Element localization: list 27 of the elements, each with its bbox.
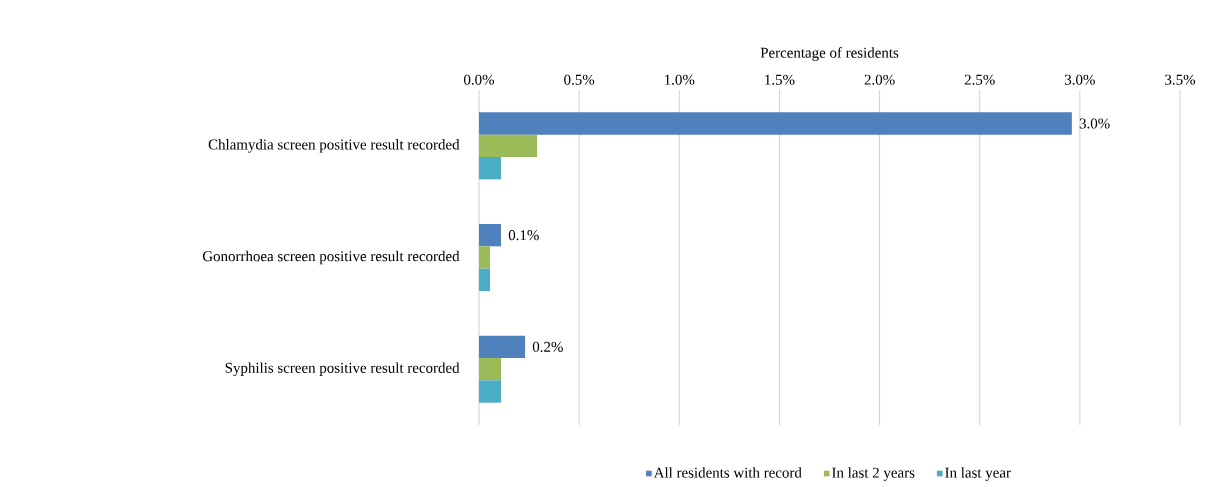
data-label: 0.1% [508, 230, 539, 241]
x-tick-label: 1.0% [665, 74, 695, 85]
legend-label: In last year [945, 467, 1011, 481]
bar [479, 157, 502, 180]
x-tick-label: 2.0% [864, 74, 895, 85]
bar [479, 112, 1072, 135]
bar [479, 134, 538, 157]
x-tick-label: 3.5% [1165, 74, 1196, 85]
y-tick-label: Syphilis screen positive result recorded [225, 362, 460, 376]
x-tick-label: 3.0% [1065, 74, 1095, 85]
bar [479, 224, 502, 247]
x-tick-label: 2.5% [964, 74, 995, 85]
x-tick-label: 1.5% [765, 74, 795, 85]
x-axis-title: Percentage of residents [760, 47, 899, 61]
bar [479, 268, 491, 291]
bar [479, 380, 502, 403]
y-tick-label: Chlamydia screen positive result recorded [208, 139, 460, 153]
legend-label: In last 2 years [832, 467, 915, 481]
data-label: 0.2% [532, 341, 563, 352]
y-tick-label: Gonorrhoea screen positive result recorded [202, 250, 460, 265]
bar [479, 358, 502, 381]
x-tick-label: 0.5% [564, 74, 595, 85]
bar [479, 246, 491, 269]
x-tick-label: 0.0% [464, 74, 495, 85]
bar [479, 335, 526, 358]
data-label: 3.0% [1079, 118, 1110, 129]
legend-label: All residents with record [653, 467, 802, 478]
